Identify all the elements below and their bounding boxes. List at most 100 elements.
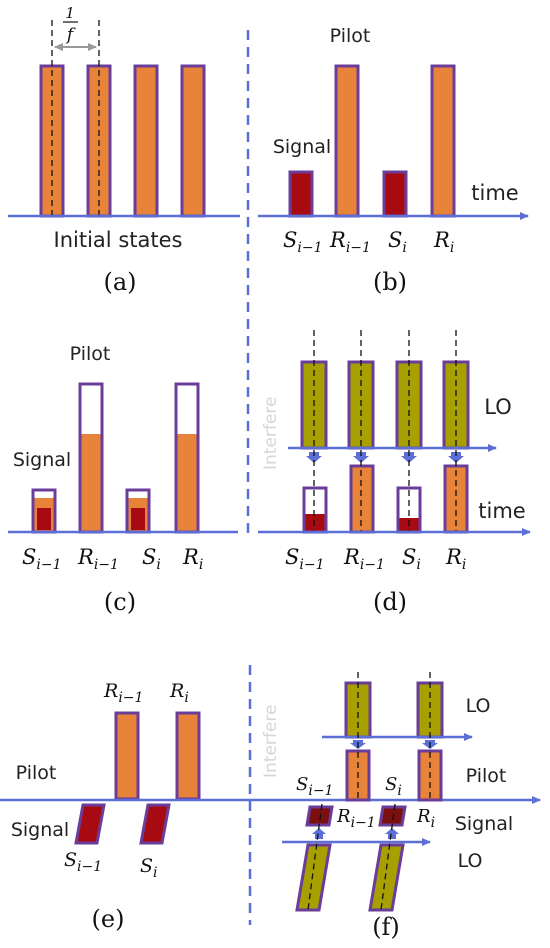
svg-text:Ri: Ri [416,806,435,831]
up-arrow-f-2 [385,828,399,839]
pulse-label-f-3: Ri−1 [336,806,376,831]
period-numerator: 1 [65,4,75,22]
lo-pulse-f-top-1 [344,681,372,739]
signal-pulse-b-1 [288,170,314,218]
svg-text:Ri−1: Ri−1 [77,545,119,573]
down-arrow-d-2 [353,452,369,463]
interfere-label-f: Interfere [261,705,281,778]
signal-core-c-2 [131,508,145,530]
pilot-pulse-b-2 [430,64,456,218]
panel-f: Interfere LO Pilot Signal LO Si−1 Si Ri−… [261,672,513,941]
svg-text:Ri−1: Ri−1 [103,680,143,706]
signal-pulse-e-1 [74,803,106,845]
panel-d: Interfere LO time Si−1 Ri−1 Si Ri (d) [258,330,531,616]
svg-text:Si−1: Si−1 [283,228,323,256]
signal-pulse-f-2 [378,805,407,827]
svg-text:Si−1: Si−1 [285,545,325,573]
pulse-label-c-3: Si [142,545,161,573]
pulse-label-b-2: Ri−1 [329,228,371,256]
svg-text:Si−1: Si−1 [64,849,102,875]
pilot-fill-c-1 [81,434,101,531]
signal-label-f: Signal [455,813,513,835]
pulse-label-c-2: Ri−1 [77,545,119,573]
signal-label-e: Signal [11,819,69,841]
svg-text:Si: Si [140,855,158,881]
pulse-label-b-4: Ri [433,228,454,256]
svg-text:Si: Si [388,228,407,256]
pilot-label-e-1: Ri−1 [103,680,143,706]
svg-text:Si: Si [402,545,421,573]
signal-pulse-f-1 [305,805,334,827]
lo-bottom-label-f: LO [458,850,483,872]
period-denominator: f [65,25,76,45]
signal-pulse-e-2 [139,803,171,845]
lo-label-d: LO [484,395,511,419]
signal-label-b: Signal [273,136,331,158]
axis-label-initial-states: Initial states [54,228,183,252]
pulse-label-d-2: Ri−1 [343,545,385,573]
pulse-label-d-4: Ri [445,545,466,573]
caption-c: (c) [104,588,136,616]
signal-label-e-1: Si−1 [64,849,102,875]
svg-text:Ri: Ri [445,545,466,573]
pulse-label-c-1: Si−1 [22,545,62,573]
pilot-pulse-b-1 [334,64,360,218]
time-label-b: time [471,181,518,205]
interfere-label-d: Interfere [261,397,281,470]
panel-e: Ri−1 Ri Pilot Signal Si−1 Si (e) [0,680,541,933]
pilot-label-e-2: Ri [169,680,189,706]
caption-f: (f) [372,913,400,941]
svg-text:Ri−1: Ri−1 [343,545,385,573]
signal-pulse-b-2 [382,170,408,218]
svg-text:Si−1: Si−1 [296,774,333,799]
pulse-label-f-1: Si−1 [296,774,333,799]
signal-label-c: Signal [13,449,71,471]
signal-label-e-2: Si [140,855,158,881]
pilot-label-e: Pilot [16,762,57,784]
caption-a: (a) [103,268,136,296]
panel-a: 1 f Initial states (a) [8,4,240,296]
caption-e: (e) [92,905,125,933]
lo-pulse-f-top-2 [416,681,444,739]
down-arrow-d-1 [306,452,322,463]
svg-text:Ri: Ri [182,545,203,573]
svg-text:Ri−1: Ri−1 [329,228,371,256]
svg-text:Ri−1: Ri−1 [336,806,376,831]
pilot-label-b: Pilot [330,25,371,47]
svg-text:Si: Si [142,545,161,573]
pulse-label-c-4: Ri [182,545,203,573]
up-arrow-f-1 [312,828,326,839]
pulse-label-b-3: Si [388,228,407,256]
lo-pulse-f-bottom-1 [295,843,332,912]
pulse-label-f-4: Ri [416,806,435,831]
svg-text:Ri: Ri [169,680,189,706]
signal-core-d-1 [305,514,325,531]
svg-text:Si−1: Si−1 [22,545,62,573]
panel-c: Pilot Signal Si−1 Ri−1 Si Ri (c) [8,343,238,616]
pulse-label-d-3: Si [402,545,421,573]
down-arrow-d-4 [448,452,464,463]
time-label-d: time [478,499,525,523]
pulse-label-f-2: Si [385,774,402,799]
pulse-label-d-1: Si−1 [285,545,325,573]
panel-b: Pilot Signal time Si−1 Ri−1 Si Ri (b) [258,25,529,296]
pulse-a-3 [133,64,159,218]
pilot-pulse-e-1 [114,711,140,801]
lo-pulse-f-bottom-2 [368,843,405,912]
pilot-label-c: Pilot [70,343,111,365]
slant-dash-f-1 [307,803,323,911]
lo-top-label-f: LO [466,695,491,717]
pilot-pulse-e-2 [175,711,201,801]
svg-text:Si: Si [385,774,402,799]
slant-dash-f-2 [380,803,396,911]
caption-d: (d) [373,588,407,616]
pulse-label-b-1: Si−1 [283,228,323,256]
pilot-outline-d-1 [349,464,375,534]
pilot-fill-c-2 [177,434,197,531]
pulse-a-4 [180,64,206,218]
down-arrow-d-3 [401,452,417,463]
svg-text:Ri: Ri [433,228,454,256]
pilot-label-f: Pilot [466,765,507,787]
signal-core-c-1 [37,508,51,530]
